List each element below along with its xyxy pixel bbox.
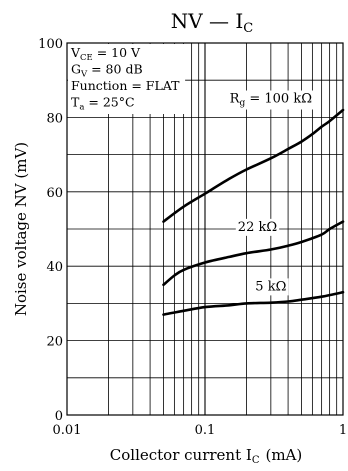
series-line-0 [162,108,345,223]
series-label-text: 5 kΩ [255,279,286,294]
y-tick-label: 80 [46,111,63,126]
tick-labels: 0.01 0.1 1 0 20 40 60 80 100 [38,37,347,438]
plot-frame [66,42,344,416]
series-layer [162,108,345,316]
series-label-0: Rg = 100 kΩ [227,90,315,110]
series-label-text: 22 kΩ [238,220,277,235]
condition-line: Ta = 25°C [71,95,135,113]
series-label-1: 22 kΩ [235,218,280,236]
y-axis-label: Noise voltage NV (mV) [12,142,30,316]
series-label-background [227,90,315,110]
series-label-background [235,218,280,236]
y-tick-label: 60 [46,186,63,201]
series-label-text: Rg = 100 kΩ [230,92,312,109]
condition-line: Function = FLAT [71,78,180,93]
series-label-background [253,278,289,296]
y-tick-label: 100 [38,37,63,52]
y-tick-label: 0 [55,409,63,424]
condition-line: GV = 80 dB [71,62,143,80]
series-labels: Rg = 100 kΩ 22 kΩ 5 kΩ [227,90,315,296]
series-label-2: 5 kΩ [253,278,289,296]
series-line-1 [162,220,345,287]
y-tick-label: 20 [46,335,63,350]
condition-line: VCE = 10 V [70,45,141,63]
conditions-background [68,44,186,114]
x-tick-label: 0.1 [195,423,216,438]
x-tick-label: 1 [339,423,347,438]
chart-title: NV — IC [171,9,254,36]
x-axis-label: Collector current IC (mA) [110,446,302,466]
x-tick-label: 0.01 [53,423,82,438]
y-tick-label: 40 [46,260,63,275]
series-line-2 [162,290,345,316]
